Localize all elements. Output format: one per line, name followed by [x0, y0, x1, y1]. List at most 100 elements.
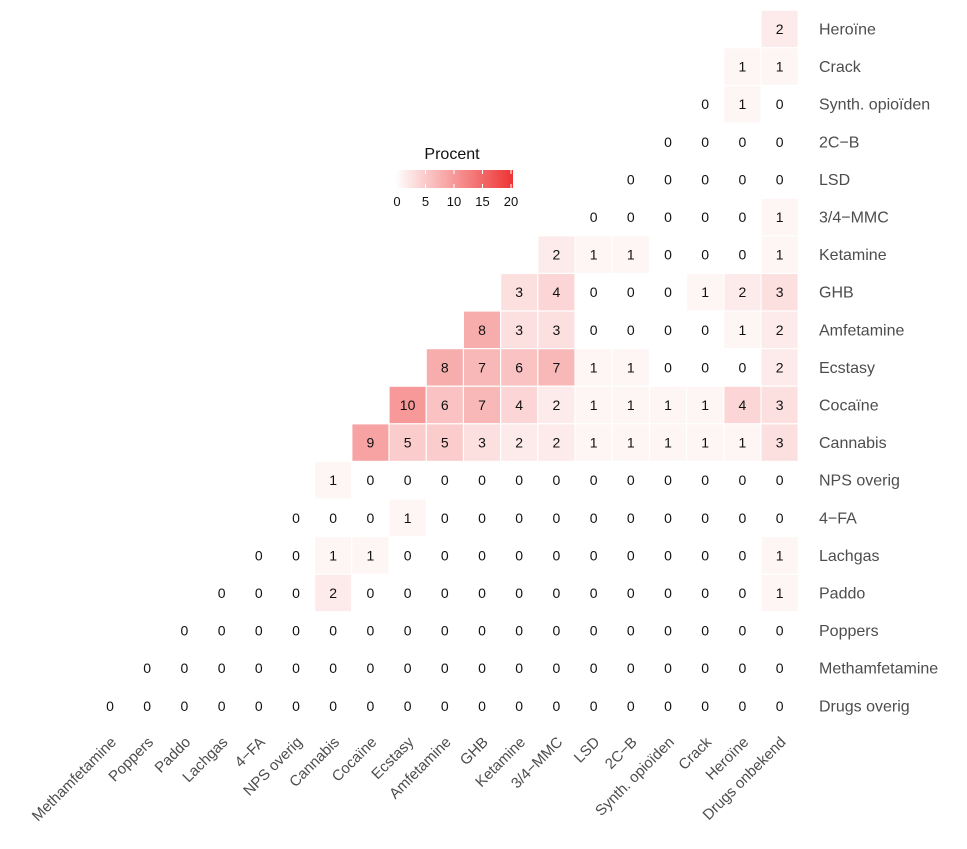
cell-value-label: 0	[590, 585, 598, 601]
cell-value-label: 0	[292, 660, 300, 676]
cell-value-label: 0	[218, 623, 226, 639]
cell-value-label: 0	[292, 698, 300, 714]
cell-value-label: 0	[478, 510, 486, 526]
cell-value-label: 0	[590, 322, 598, 338]
cell-value-label: 0	[143, 660, 151, 676]
cell-value-label: 0	[739, 209, 747, 225]
cell-value-label: 0	[664, 660, 672, 676]
heatmap-cell	[611, 348, 650, 387]
cell-value-label: 0	[553, 660, 561, 676]
cell-value-label: 7	[478, 397, 486, 413]
heatmap-cell	[686, 348, 725, 387]
cell-value-label: 0	[627, 322, 635, 338]
heatmap-cells: 21 10 1 00 0 0 00 0 0 0 00 0 0 0 0 12 1 1 0 0 0 13 4 0 0 0 1 2 38 3 3 0…	[91, 9, 799, 725]
cell-value-label: 6	[441, 397, 449, 413]
cell-value-label: 0	[776, 472, 784, 488]
row-label: Poppers	[819, 623, 879, 640]
cell-value-label: 1	[367, 547, 375, 563]
cell-value-label: 0	[590, 510, 598, 526]
cell-value-label: 0	[478, 660, 486, 676]
cell-value-label: 1	[404, 510, 412, 526]
heatmap-cell	[574, 611, 613, 650]
cell-value-label: 1	[590, 435, 598, 451]
heatmap-cell	[686, 498, 725, 538]
heatmap-cell	[425, 423, 464, 462]
heatmap-cell	[686, 573, 725, 613]
heatmap-cell	[611, 573, 650, 613]
column-label: LSD	[571, 734, 604, 767]
cell-value-label: 0	[739, 623, 747, 639]
cell-value-label: 0	[404, 660, 412, 676]
heatmap-cell	[649, 461, 687, 500]
cell-value-label: 7	[553, 359, 561, 375]
cell-value-label: 0	[627, 284, 635, 300]
cell-value-label: 7	[478, 359, 486, 375]
heatmap-cell	[463, 310, 501, 350]
row-label: GHB	[819, 285, 854, 302]
cell-value-label: 0	[627, 209, 635, 225]
cell-value-label: 0	[627, 510, 635, 526]
row-label: Methamfetamine	[819, 661, 938, 678]
heatmap-cell	[388, 649, 427, 688]
heatmap-cell	[723, 686, 762, 725]
heatmap-cell	[760, 85, 799, 124]
cell-value-label: 0	[143, 698, 151, 714]
cell-value-label: 0	[367, 660, 375, 676]
heatmap-cell	[425, 649, 464, 688]
cell-value-label: 2	[776, 322, 784, 338]
cell-value-label: 1	[664, 435, 672, 451]
heatmap-cell	[388, 611, 427, 650]
heatmap-cell	[723, 536, 762, 575]
heatmap-cell	[277, 573, 315, 613]
legend-title: Procent	[424, 146, 480, 163]
cell-value-label: 0	[664, 247, 672, 263]
heatmap-cell	[388, 423, 427, 462]
cell-value-label: 2	[515, 435, 523, 451]
cell-value-label: 1	[739, 59, 747, 75]
heatmap-cell	[760, 310, 799, 350]
heatmap-cell	[165, 649, 204, 688]
cell-value-label: 3	[515, 322, 523, 338]
row-label: Ecstasy	[819, 360, 875, 377]
cell-value-label: 0	[255, 547, 263, 563]
heatmap-cell	[425, 348, 464, 387]
cell-value-label: 3	[553, 322, 561, 338]
heatmap-cell	[611, 536, 650, 575]
heatmap-cell	[574, 536, 613, 575]
row-label: Heroïne	[819, 22, 876, 39]
heatmap-cell	[239, 686, 278, 725]
heatmap-cell	[500, 461, 539, 500]
heatmap-cell	[239, 649, 278, 688]
cell-value-label: 0	[478, 547, 486, 563]
cell-value-label: 0	[515, 698, 523, 714]
cell-value-label: 0	[404, 623, 412, 639]
heatmap-cell	[463, 423, 501, 462]
cell-value-label: 10	[400, 397, 416, 413]
cell-value-label: 2	[553, 247, 561, 263]
cell-value-label: 1	[627, 359, 635, 375]
cell-value-label: 1	[776, 547, 784, 563]
cell-value-label: 0	[590, 698, 598, 714]
heatmap-cell	[239, 573, 278, 613]
cell-value-label: 1	[701, 435, 709, 451]
cell-value-label: 0	[664, 472, 672, 488]
cell-value-label: 0	[478, 623, 486, 639]
heatmap-cell	[649, 197, 687, 237]
cell-value-label: 0	[701, 96, 709, 112]
cell-value-label: 0	[181, 698, 189, 714]
cell-value-label: 0	[515, 585, 523, 601]
heatmap-cell	[574, 197, 613, 237]
cell-value-label: 0	[329, 623, 337, 639]
heatmap-cell	[760, 348, 799, 387]
cell-value-label: 0	[404, 585, 412, 601]
cell-value-label: 1	[776, 59, 784, 75]
heatmap-cell	[463, 686, 501, 725]
cell-value-label: 0	[218, 660, 226, 676]
heatmap-cell	[463, 536, 501, 575]
heatmap-cell	[314, 573, 353, 613]
heatmap-cell	[649, 686, 687, 725]
heatmap-cell	[611, 423, 650, 462]
cell-value-label: 3	[776, 284, 784, 300]
cell-value-label: 1	[590, 247, 598, 263]
cell-value-label: 1	[627, 397, 635, 413]
